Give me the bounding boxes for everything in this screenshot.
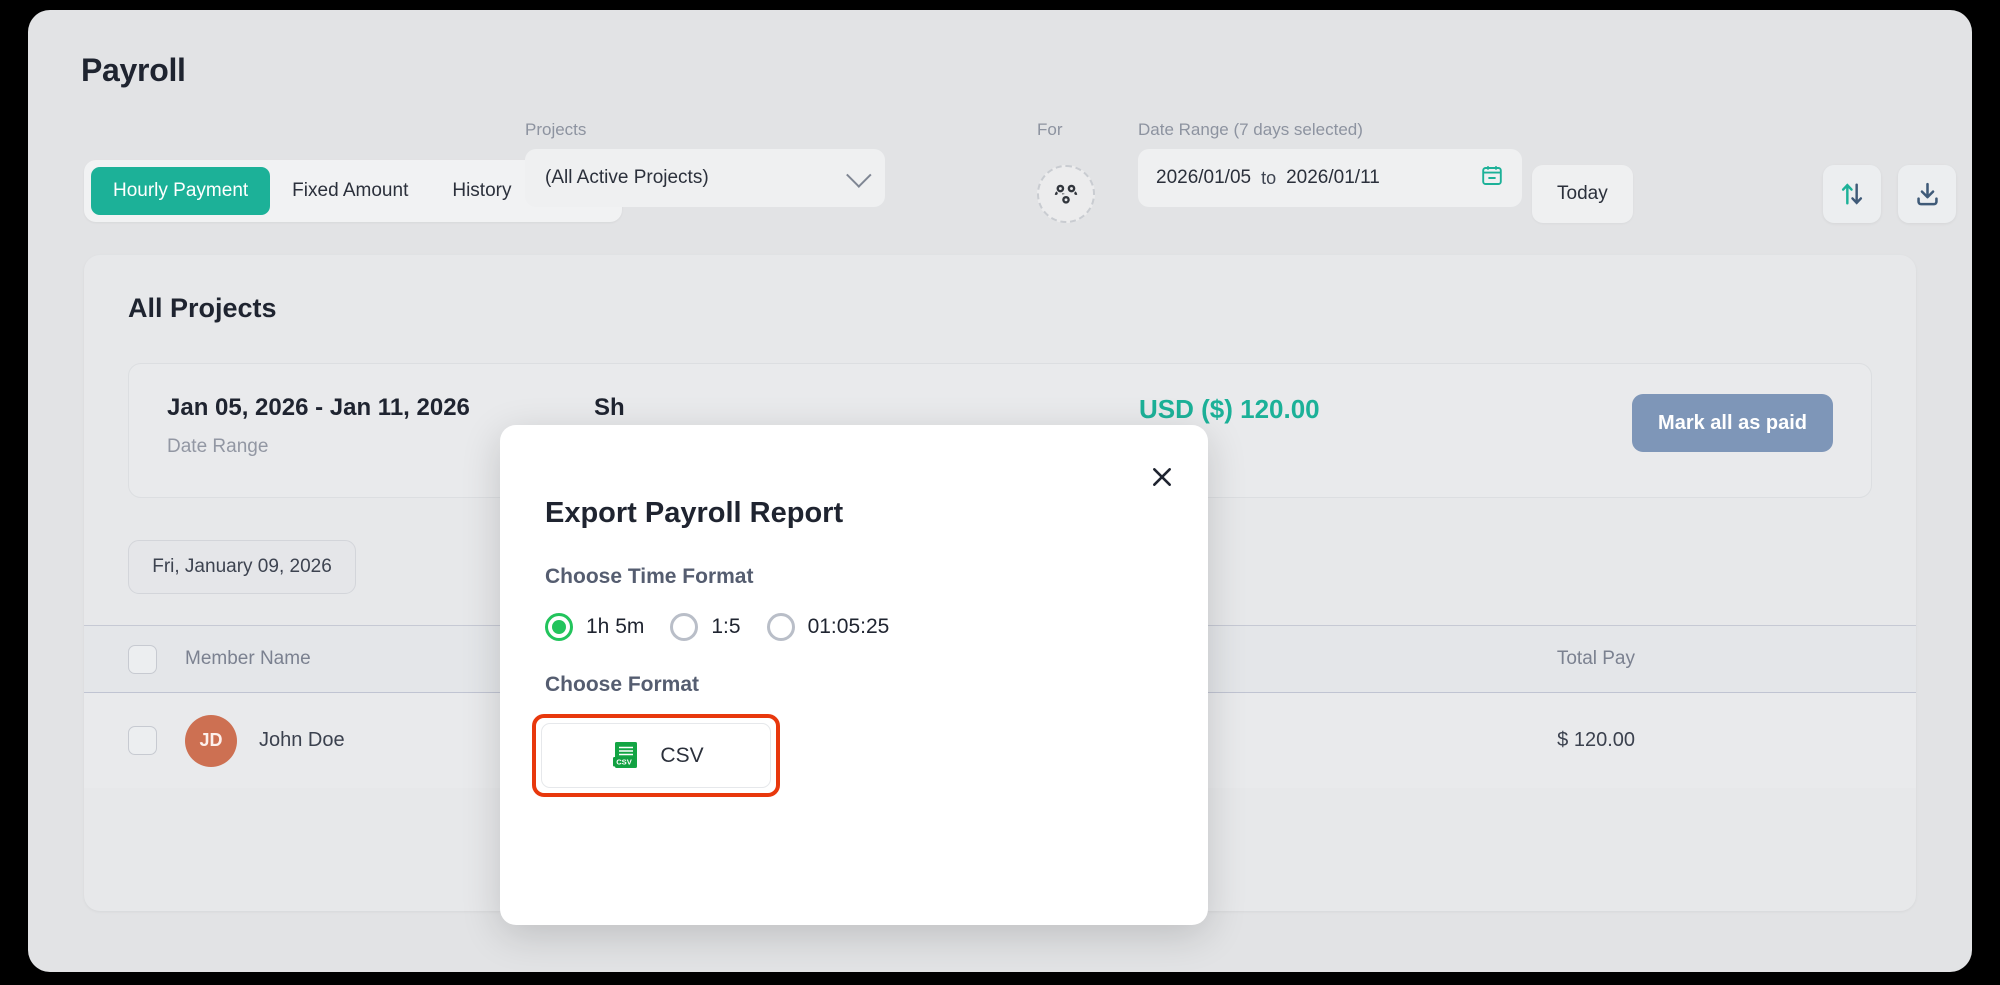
tab-label: Hourly Payment <box>113 180 249 201</box>
summary-middle-value: Sh <box>594 394 625 421</box>
tab-label: History <box>452 180 512 201</box>
svg-text:CSV: CSV <box>617 757 634 766</box>
date-range-label: Date Range (7 days selected) <box>1138 120 1363 139</box>
mark-all-as-paid-label: Mark all as paid <box>1658 411 1807 434</box>
download-icon <box>1916 182 1938 205</box>
choose-format-label: Choose Format <box>545 673 700 696</box>
radio-label: 1:5 <box>711 615 741 638</box>
payroll-page: Payroll Hourly Payment Fixed Amount Hist… <box>28 10 1972 972</box>
summary-date-range-label: Date Range <box>167 436 269 457</box>
projects-selected-value: (All Active Projects) <box>545 167 709 188</box>
radio-label: 1h 5m <box>586 615 645 638</box>
member-cell: JD John Doe <box>185 714 605 767</box>
radio-time-format-colon[interactable]: 1:5 <box>670 613 741 641</box>
projects-filter: Projects (All Active Projects) <box>525 120 885 207</box>
tab-hourly-payment[interactable]: Hourly Payment <box>91 167 271 215</box>
date-range-separator: to <box>1261 167 1277 188</box>
select-all-checkbox[interactable] <box>128 644 157 674</box>
calendar-icon[interactable] <box>1480 163 1504 193</box>
summary-date-range: Jan 05, 2026 - Jan 11, 2026 Date Range <box>167 394 470 458</box>
for-filter: For <box>1037 120 1063 149</box>
radio-time-format-1h5m[interactable]: 1h 5m <box>545 613 644 641</box>
column-header-member-name[interactable]: Member Name <box>185 648 311 669</box>
export-payroll-modal: Export Payroll Report Choose Time Format… <box>500 425 1208 925</box>
day-selector-label: Fri, January 09, 2026 <box>152 556 332 577</box>
mark-all-as-paid-button[interactable]: Mark all as paid <box>1632 394 1833 452</box>
projects-select[interactable]: (All Active Projects) <box>525 149 885 207</box>
card-heading: All Projects <box>128 293 277 323</box>
format-option-csv[interactable]: CSV CSV <box>541 723 771 788</box>
total-pay-cell: $ 120.00 <box>1557 729 1635 751</box>
today-button[interactable]: Today <box>1532 165 1633 223</box>
close-icon <box>1153 468 1171 486</box>
date-range-filter: Date Range (7 days selected) 2026/01/05 … <box>1138 120 1522 207</box>
projects-label: Projects <box>525 120 587 139</box>
day-selector-pill[interactable]: Fri, January 09, 2026 <box>128 540 356 594</box>
users-group-icon <box>1054 184 1078 204</box>
time-format-radio-group: 1h 5m 1:5 01:05:25 <box>545 613 889 641</box>
modal-title: Export Payroll Report <box>545 497 844 529</box>
summary-middle: Sh <box>594 394 625 422</box>
radio-label: 01:05:25 <box>807 615 890 638</box>
chevron-down-icon <box>846 162 872 188</box>
column-header-total-pay[interactable]: Total Pay <box>1556 648 1635 669</box>
csv-option-highlight <box>532 714 780 797</box>
radio-time-format-hhmmss[interactable]: 01:05:25 <box>766 613 890 641</box>
summary-amount-value: USD ($) 120.00 <box>1139 394 1320 424</box>
today-label: Today <box>1557 183 1608 204</box>
download-button[interactable] <box>1898 165 1956 223</box>
time-format-label: Choose Time Format <box>545 565 754 588</box>
sort-arrows-icon <box>1841 183 1863 205</box>
member-name: John Doe <box>259 729 345 751</box>
row-checkbox[interactable] <box>128 726 157 755</box>
tab-fixed-amount[interactable]: Fixed Amount <box>270 167 430 215</box>
tab-history[interactable]: History <box>430 167 533 215</box>
csv-file-icon: CSV <box>613 741 638 770</box>
radio-dot-icon <box>545 613 573 641</box>
sort-button[interactable] <box>1823 165 1881 223</box>
radio-dot-icon <box>670 613 699 641</box>
page-title: Payroll <box>81 52 186 88</box>
members-selector-button[interactable] <box>1037 165 1095 223</box>
date-range-input[interactable]: 2026/01/05 to 2026/01/11 <box>1138 149 1522 207</box>
close-modal-button[interactable] <box>1143 458 1181 496</box>
format-option-label: CSV <box>660 743 704 767</box>
date-range-end[interactable]: 2026/01/11 <box>1286 167 1380 188</box>
for-label: For <box>1037 120 1063 139</box>
summary-date-range-value: Jan 05, 2026 - Jan 11, 2026 <box>167 394 470 421</box>
radio-dot-icon <box>766 613 795 641</box>
date-range-start[interactable]: 2026/01/05 <box>1156 167 1252 188</box>
tab-label: Fixed Amount <box>292 180 409 201</box>
avatar: JD <box>185 714 237 767</box>
